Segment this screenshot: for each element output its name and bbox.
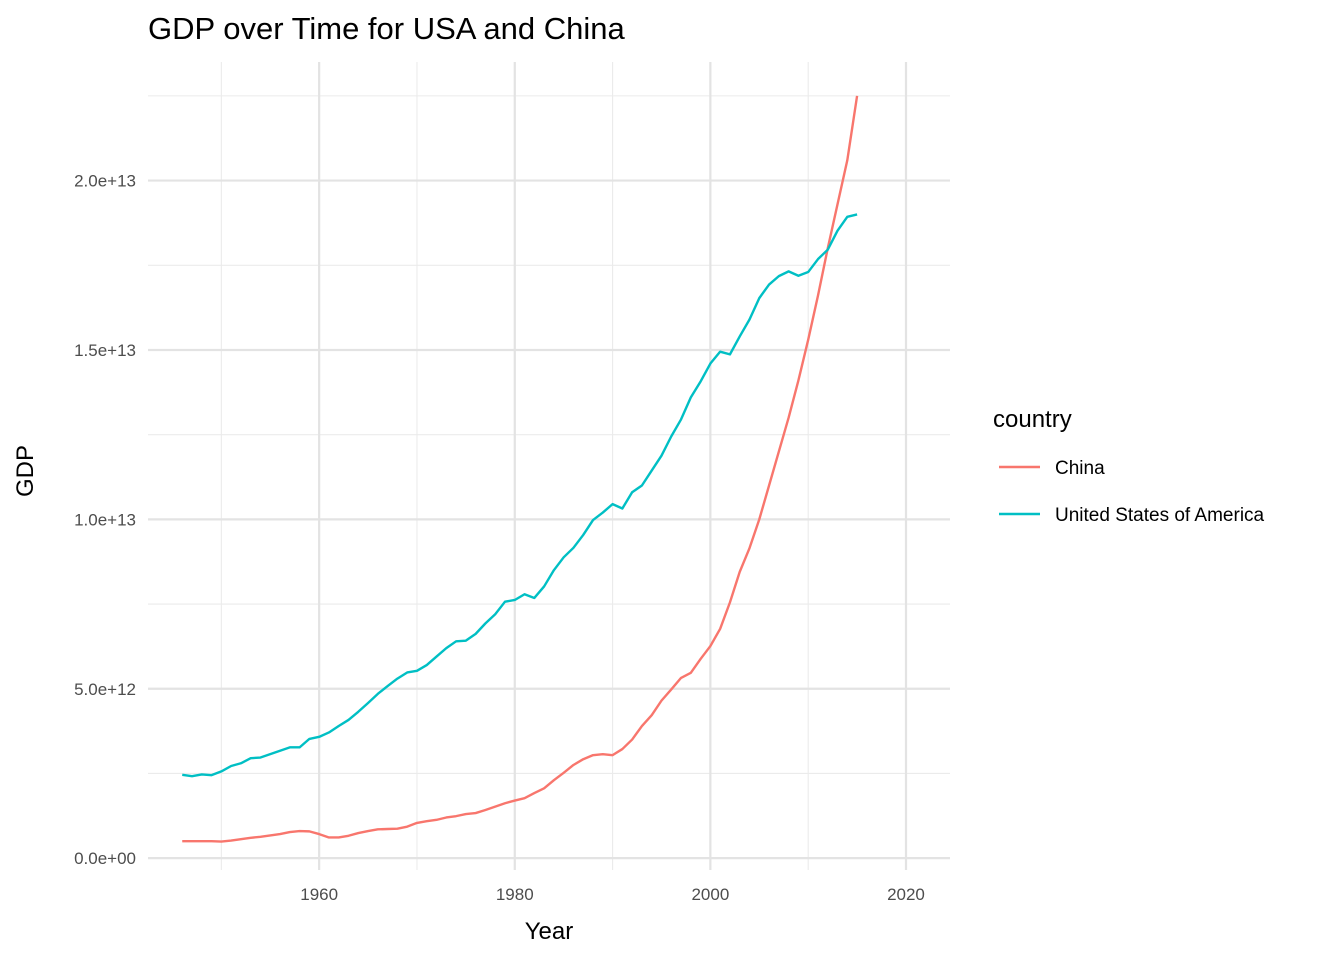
series-line-united-states-of-america — [182, 213, 858, 778]
x-axis-title: Year — [525, 918, 574, 945]
y-tick-label: 1.5e+13 — [74, 341, 136, 360]
y-tick-label: 2.0e+13 — [74, 172, 136, 191]
y-axis-tick-labels: 0.0e+00 5.0e+12 1.0e+13 1.5e+13 2.0e+13 — [74, 172, 136, 869]
minor-gridlines — [148, 62, 950, 870]
major-gridlines — [148, 62, 950, 870]
series-line-china — [182, 95, 859, 843]
series-lines — [182, 95, 859, 843]
chart-title: GDP over Time for USA and China — [148, 11, 625, 46]
x-tick-label: 1980 — [496, 885, 534, 904]
legend-items: China United States of America — [999, 458, 1265, 526]
legend-label-china: China — [1055, 458, 1105, 479]
x-tick-label: 2020 — [887, 885, 925, 904]
x-tick-label: 1960 — [300, 885, 338, 904]
y-tick-label: 0.0e+00 — [74, 849, 136, 868]
y-tick-label: 1.0e+13 — [74, 510, 136, 529]
y-axis-title: GDP — [12, 445, 39, 497]
x-axis-tick-labels: 1960 1980 2000 2020 — [300, 885, 925, 904]
legend: country China United States of America — [993, 406, 1265, 526]
legend-label-united-states-of-america: United States of America — [1055, 505, 1265, 526]
x-tick-label: 2000 — [691, 885, 729, 904]
y-tick-label: 5.0e+12 — [74, 680, 136, 699]
legend-title: country — [993, 406, 1072, 433]
